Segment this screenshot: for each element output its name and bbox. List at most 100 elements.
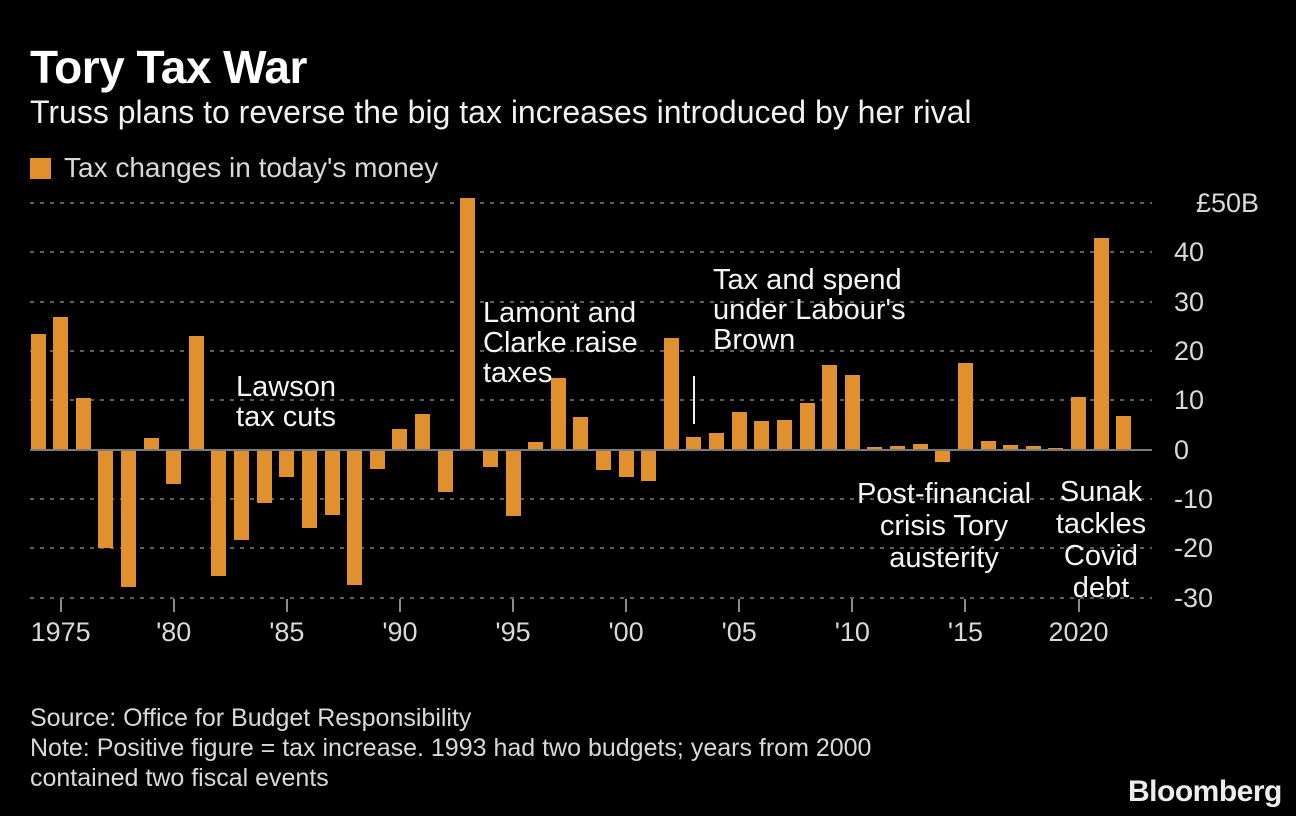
bar-1983 bbox=[234, 449, 250, 541]
y-axis-label-30: 30 bbox=[1174, 286, 1205, 317]
x-axis-label-1990: '90 bbox=[382, 617, 418, 647]
bar-1989 bbox=[369, 449, 385, 470]
bar-2000 bbox=[618, 449, 634, 477]
x-axis-tick-1995 bbox=[512, 599, 515, 612]
bar-2010 bbox=[844, 375, 860, 450]
x-axis-label-2005: '05 bbox=[721, 617, 757, 647]
annotation-line: debt bbox=[1072, 572, 1130, 604]
annotation-line: tackles bbox=[1055, 508, 1147, 540]
source-text: Source: Office for Budget Responsibility bbox=[30, 704, 472, 732]
bar-2002 bbox=[663, 338, 679, 450]
bar-1996 bbox=[528, 442, 544, 450]
bar-1985 bbox=[279, 449, 295, 477]
bar-2004 bbox=[709, 432, 725, 450]
bar-1990 bbox=[392, 429, 408, 450]
footer-notes: Source: Office for Budget Responsibility… bbox=[30, 703, 871, 793]
y-axis-label--10: -10 bbox=[1174, 484, 1214, 515]
y-axis-label-20: 20 bbox=[1174, 336, 1205, 367]
bar-1987 bbox=[324, 449, 340, 515]
y-axis-label--30: -30 bbox=[1174, 582, 1214, 613]
annotation-line: Brown bbox=[713, 324, 796, 356]
gridline-10 bbox=[30, 399, 1152, 402]
annotation-line: crisis Tory bbox=[879, 510, 1009, 542]
bar-1974 bbox=[30, 334, 46, 450]
x-axis-tick-2005 bbox=[738, 599, 741, 612]
chart-subtitle: Truss plans to reverse the big tax incre… bbox=[30, 94, 972, 130]
annotation-line: Tax and spend bbox=[713, 264, 902, 296]
annotation-line: under Labour's bbox=[713, 294, 906, 326]
bar-2021 bbox=[1093, 237, 1109, 450]
bar-1993 bbox=[460, 197, 476, 450]
bar-2005 bbox=[731, 412, 747, 450]
x-axis-label-1995: '95 bbox=[495, 617, 531, 647]
y-axis-label-0: 0 bbox=[1174, 434, 1190, 465]
bar-1980 bbox=[166, 449, 182, 484]
annotation-lawson: Lawson tax cuts bbox=[86, 372, 486, 432]
zero-axis-line bbox=[30, 448, 1152, 451]
bar-2008 bbox=[799, 403, 815, 450]
annotation-line: Sunak bbox=[1059, 476, 1143, 508]
annotation-line: Covid bbox=[1063, 540, 1139, 572]
gridline-30 bbox=[30, 300, 1152, 303]
gridline-20 bbox=[30, 350, 1152, 353]
bar-2016 bbox=[980, 440, 996, 450]
annotation-sunak: Sunak tackles Covid debt bbox=[901, 476, 1296, 604]
legend-label: Tax changes in today's money bbox=[64, 152, 439, 183]
bar-2020 bbox=[1071, 396, 1087, 450]
gridline--10 bbox=[30, 498, 1152, 501]
bar-2009 bbox=[822, 364, 838, 450]
x-axis-label-2015: '15 bbox=[947, 617, 983, 647]
annotation-pointer-line bbox=[693, 376, 695, 424]
y-axis-label-10: 10 bbox=[1174, 385, 1205, 416]
chart-title: Tory Tax War bbox=[30, 41, 307, 93]
bar-2017 bbox=[1003, 444, 1019, 450]
bar-1991 bbox=[415, 414, 431, 450]
annotation-line: tax cuts bbox=[236, 401, 336, 433]
y-axis-label-50: £50B bbox=[1196, 188, 1260, 219]
annotation-line: austerity bbox=[889, 542, 999, 574]
x-axis-tick-1985 bbox=[285, 599, 288, 612]
bar-1978 bbox=[120, 449, 136, 587]
x-axis-tick-1990 bbox=[398, 599, 401, 612]
x-axis-tick-2000 bbox=[625, 599, 628, 612]
annotation-line: Lawson bbox=[236, 371, 336, 403]
x-axis-tick-1975 bbox=[59, 599, 62, 612]
note-text-line1: Note: Positive figure = tax increase. 19… bbox=[30, 734, 872, 762]
bar-2003 bbox=[686, 436, 702, 450]
bar-2022 bbox=[1116, 416, 1132, 450]
x-axis-label-2010: '10 bbox=[834, 617, 870, 647]
bar-1988 bbox=[347, 449, 363, 585]
bar-1997 bbox=[550, 377, 566, 450]
bar-1995 bbox=[505, 449, 521, 516]
x-axis-tick-2010 bbox=[851, 599, 854, 612]
annotation-line: taxes bbox=[483, 357, 553, 389]
note-text-line2: contained two fiscal events bbox=[30, 764, 329, 792]
gridline--20 bbox=[30, 547, 1152, 550]
bar-2011 bbox=[867, 446, 883, 450]
bar-2013 bbox=[912, 444, 928, 450]
bar-2001 bbox=[641, 449, 657, 482]
bar-2006 bbox=[754, 420, 770, 450]
x-axis-tick-2015 bbox=[964, 599, 967, 612]
bar-2018 bbox=[1025, 446, 1041, 450]
bar-1982 bbox=[211, 449, 227, 577]
annotation-line: Lamont and bbox=[483, 297, 637, 329]
bar-1998 bbox=[573, 417, 589, 450]
x-axis-label-2020: 2020 bbox=[1048, 617, 1109, 647]
legend: Tax changes in today's money bbox=[30, 153, 438, 183]
gridline-50 bbox=[30, 202, 1152, 205]
legend-swatch-icon bbox=[30, 157, 51, 179]
bar-1977 bbox=[98, 449, 114, 549]
bar-1994 bbox=[482, 449, 498, 468]
bar-1984 bbox=[256, 449, 272, 504]
bar-2007 bbox=[776, 419, 792, 450]
x-axis-label-1980: '80 bbox=[156, 617, 192, 647]
bar-1981 bbox=[188, 335, 204, 450]
bar-1999 bbox=[596, 449, 611, 470]
bloomberg-logo: Bloomberg bbox=[1128, 775, 1282, 808]
annotation-austerity: Post-financial crisis Tory austerity bbox=[744, 478, 1144, 574]
x-axis-tick-1980 bbox=[172, 599, 175, 612]
bar-1976 bbox=[75, 398, 91, 450]
bar-1986 bbox=[301, 449, 317, 528]
y-axis-label-40: 40 bbox=[1174, 237, 1205, 268]
